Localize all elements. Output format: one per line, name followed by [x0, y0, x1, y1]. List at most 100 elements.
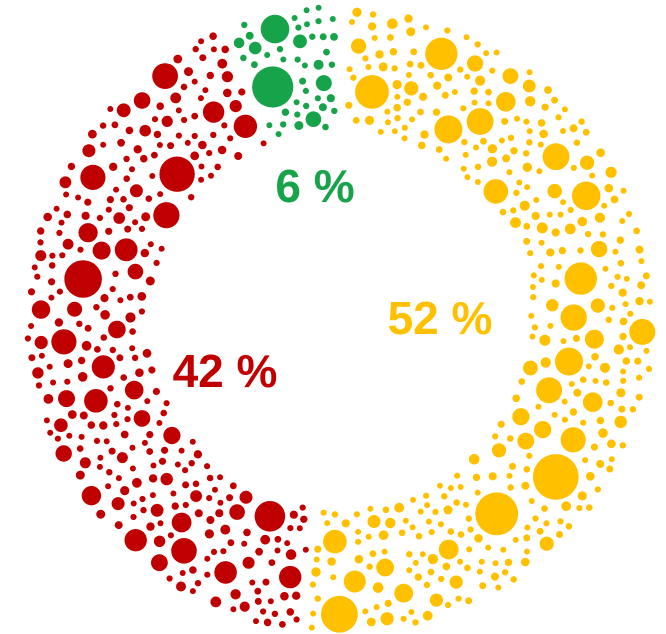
dot: [441, 493, 448, 500]
dot: [139, 495, 146, 503]
dot: [429, 593, 443, 607]
dot: [504, 558, 513, 567]
dot: [37, 239, 44, 246]
dot: [302, 87, 309, 94]
dot: [81, 211, 90, 220]
dot: [502, 68, 519, 84]
dot: [54, 418, 68, 433]
dot: [142, 348, 152, 358]
dot: [551, 279, 560, 288]
dot: [525, 96, 536, 107]
dot: [53, 205, 60, 212]
dot: [174, 461, 181, 468]
dot: [64, 378, 71, 385]
dot: [607, 439, 616, 449]
dot: [139, 124, 151, 137]
dot: [629, 406, 637, 413]
dot: [84, 389, 108, 413]
dot: [381, 548, 388, 555]
dot: [570, 164, 577, 171]
dot: [78, 223, 98, 243]
dot: [372, 582, 384, 593]
dot: [214, 163, 221, 171]
dot: [382, 506, 390, 514]
dot: [305, 111, 322, 127]
dot: [319, 33, 327, 41]
dot: [116, 103, 131, 118]
dot: [167, 532, 174, 539]
dot: [266, 122, 273, 129]
slice-label: 42 %: [173, 345, 278, 397]
dot: [323, 529, 347, 554]
dot: [473, 144, 479, 151]
dot: [158, 457, 167, 465]
dot: [314, 545, 322, 553]
dot: [500, 546, 507, 553]
dot: [198, 176, 205, 183]
dot: [324, 520, 331, 527]
dot: [182, 501, 189, 509]
dot: [313, 59, 324, 70]
dot: [191, 132, 198, 140]
dot: [111, 121, 119, 129]
dot: [227, 135, 234, 142]
dot: [619, 332, 627, 341]
dot: [77, 246, 84, 253]
dot: [260, 534, 271, 545]
dot: [318, 103, 327, 112]
dot: [268, 559, 276, 566]
dot: [412, 559, 419, 566]
dot: [322, 123, 329, 131]
dot: [555, 263, 562, 270]
dot: [539, 536, 554, 551]
dot: [366, 617, 376, 627]
dot: [510, 217, 521, 229]
dot: [100, 334, 108, 341]
dot: [638, 258, 645, 265]
dot: [202, 101, 225, 123]
dot: [184, 67, 193, 77]
dot: [620, 187, 627, 194]
dot: [368, 22, 377, 31]
dot: [48, 278, 56, 286]
dot: [109, 286, 116, 293]
dot: [618, 405, 626, 413]
dot: [506, 472, 513, 479]
dot: [260, 14, 290, 44]
dot: [240, 54, 247, 62]
slice-label: 52 %: [388, 292, 493, 344]
dot: [645, 365, 653, 372]
dot: [129, 184, 143, 198]
dot: [406, 567, 413, 574]
dot: [635, 297, 644, 306]
dot: [132, 477, 142, 488]
dot: [537, 119, 546, 127]
dot: [620, 377, 627, 384]
dot: [321, 595, 358, 633]
dot: [435, 146, 443, 153]
dot: [198, 140, 207, 150]
dot: [299, 504, 306, 511]
dot: [314, 595, 321, 602]
dot: [367, 515, 381, 528]
dot: [229, 482, 237, 490]
dot: [113, 186, 120, 193]
dot: [326, 94, 335, 103]
dot: [410, 496, 417, 503]
dot: [589, 172, 596, 179]
slice: [24, 32, 309, 628]
dot: [105, 206, 112, 213]
dot: [531, 211, 540, 221]
dot: [47, 429, 54, 436]
dot: [529, 284, 536, 290]
dot: [206, 71, 214, 80]
dot: [144, 398, 151, 405]
dot: [260, 608, 267, 615]
dot: [242, 556, 255, 569]
dot: [175, 132, 182, 139]
dot: [602, 265, 609, 272]
dot: [622, 357, 631, 365]
dot: [579, 376, 587, 384]
dot: [442, 562, 451, 571]
dot: [406, 27, 416, 37]
